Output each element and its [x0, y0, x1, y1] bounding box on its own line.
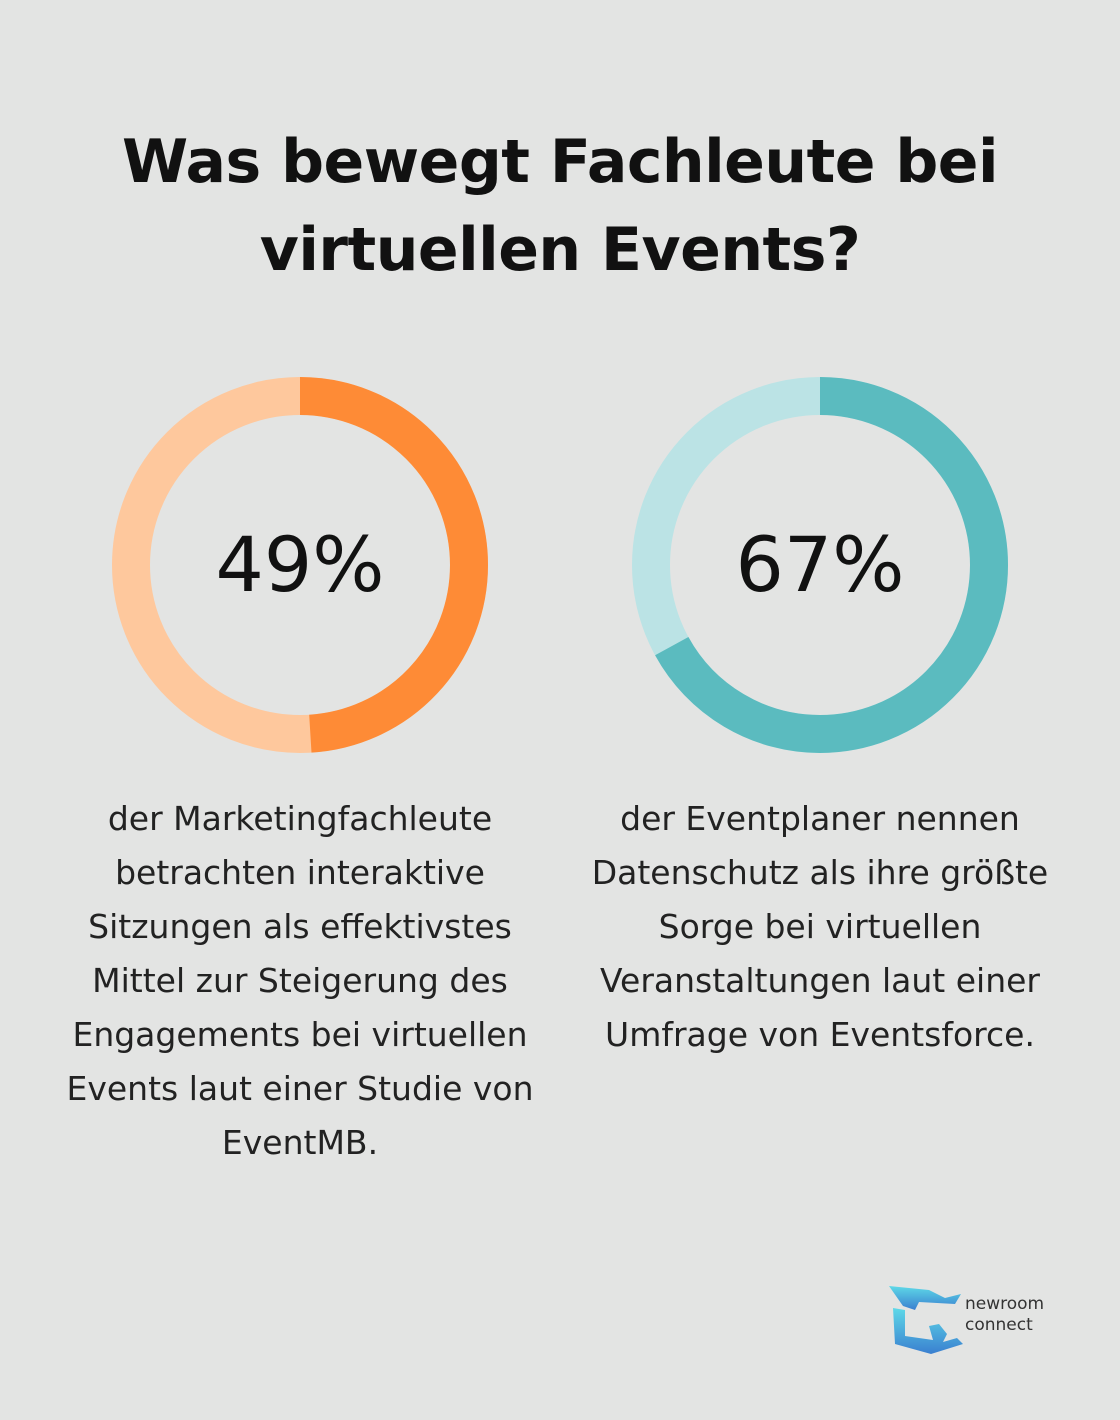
donut-chart-marketing	[112, 377, 488, 753]
stat-card-marketing: 49%	[90, 355, 510, 775]
brand-name: newroom connect	[965, 1294, 1044, 1336]
description-eventplaner: der Eventplaner nennen Datenschutz als i…	[591, 799, 1049, 1054]
donut-value-slice	[632, 377, 1008, 753]
page-title: Was bewegt Fachleute bei virtuellen Even…	[121, 127, 999, 285]
percentage-marketing: 49%	[215, 520, 385, 609]
description-marketing: der Marketingfachleute betrachten intera…	[66, 799, 534, 1162]
brand-line-1: newroom	[965, 1294, 1045, 1314]
newroom-connect-logo-icon	[889, 1286, 963, 1354]
percentage-eventplaner: 67%	[735, 520, 905, 609]
donut-chart-eventplaner	[632, 377, 1008, 753]
brand-line-2: connect	[965, 1315, 1033, 1335]
brand-logo: newroom connect	[885, 1284, 1075, 1356]
stat-card-eventplaner: 67%	[610, 355, 1030, 775]
donut-value-slice	[112, 377, 488, 753]
